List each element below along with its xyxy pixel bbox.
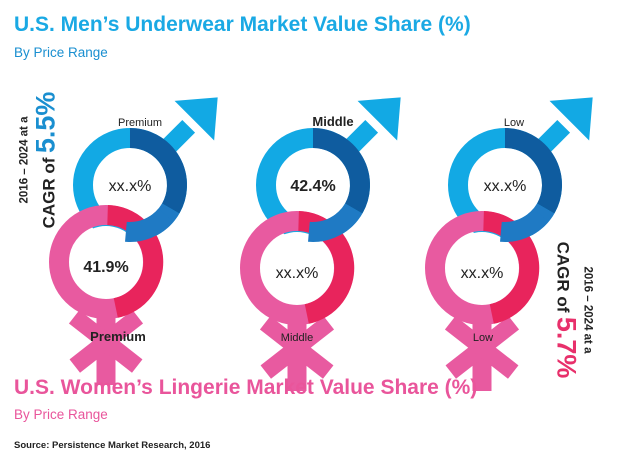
women-chart-subtitle: By Price Range xyxy=(14,407,108,422)
male-category-label-low: Low xyxy=(504,117,524,129)
female-category-label-premium: Premium xyxy=(90,329,146,344)
female-cross-bar-b xyxy=(444,316,519,379)
female-symbol-premium xyxy=(49,205,164,385)
male-center-value-premium: xx.x% xyxy=(109,178,152,195)
male-ring-hole xyxy=(469,149,541,221)
female-cross-bar-b xyxy=(68,310,143,373)
male-arrow-head xyxy=(357,97,401,141)
ring-interlock-low xyxy=(500,208,549,242)
male-arrow-shaft xyxy=(162,119,196,153)
male-ring-hole xyxy=(277,149,349,221)
women-chart-title: U.S. Women’s Lingerie Market Value Share… xyxy=(14,376,478,399)
male-category-label-premium: Premium xyxy=(118,117,162,129)
men-chart-title: U.S. Men’s Underwear Market Value Share … xyxy=(14,13,471,36)
cagr-women-years: 2016 – 2024 at a xyxy=(581,266,594,354)
female-ring-hole xyxy=(261,232,333,304)
cagr-women-value: 5.7% xyxy=(551,316,582,379)
male-symbol-middle xyxy=(256,97,401,242)
male-center-value-middle: 42.4% xyxy=(290,178,335,195)
cagr-women-label: CAGR of xyxy=(553,241,573,313)
cagr-men-years: 2016 – 2024 at a xyxy=(18,116,31,204)
cagr-women-callout: 2016 – 2024 at a CAGR of 5.7% xyxy=(551,242,594,379)
female-center-value-low: xx.x% xyxy=(461,265,504,282)
female-center-value-premium: 41.9% xyxy=(83,259,128,276)
cagr-men-callout: 2016 – 2024 at a CAGR of 5.5% xyxy=(19,92,62,229)
female-category-label-low: Low xyxy=(473,332,493,344)
male-arrow-shaft xyxy=(537,119,571,153)
male-ring-segment-major xyxy=(504,128,562,214)
female-category-label-middle: Middle xyxy=(281,332,313,344)
cagr-men-value: 5.5% xyxy=(30,91,61,154)
female-ring-hole xyxy=(446,232,518,304)
female-center-value-middle: xx.x% xyxy=(276,265,319,282)
female-ring-segment-major xyxy=(106,205,164,318)
ring-labels: xx.x% 41.9% Premium Premium 42.4% xx.x% Middle… xyxy=(83,114,526,344)
female-ring-hole xyxy=(70,226,142,298)
ring-interlock-premium xyxy=(125,208,174,242)
men-rings xyxy=(73,97,593,242)
female-symbol-middle xyxy=(240,211,355,391)
male-arrow-shaft xyxy=(345,119,379,153)
source-note: Source: Persistence Market Research, 201… xyxy=(14,440,211,451)
male-ring-segment-major xyxy=(129,128,187,214)
male-ring-segment-major xyxy=(312,128,370,214)
men-chart-subtitle: By Price Range xyxy=(14,45,108,60)
cagr-men-label: CAGR of xyxy=(39,157,59,229)
male-center-value-low: xx.x% xyxy=(484,178,527,195)
male-arrow-head xyxy=(549,97,593,141)
male-arrow-head xyxy=(174,97,218,141)
male-category-label-middle: Middle xyxy=(312,114,353,129)
female-cross-bar-b xyxy=(259,316,334,379)
ring-interlock-middle xyxy=(308,208,357,242)
female-symbol-low xyxy=(425,211,540,391)
ring-overlaps xyxy=(125,208,549,242)
male-ring-hole xyxy=(94,149,166,221)
